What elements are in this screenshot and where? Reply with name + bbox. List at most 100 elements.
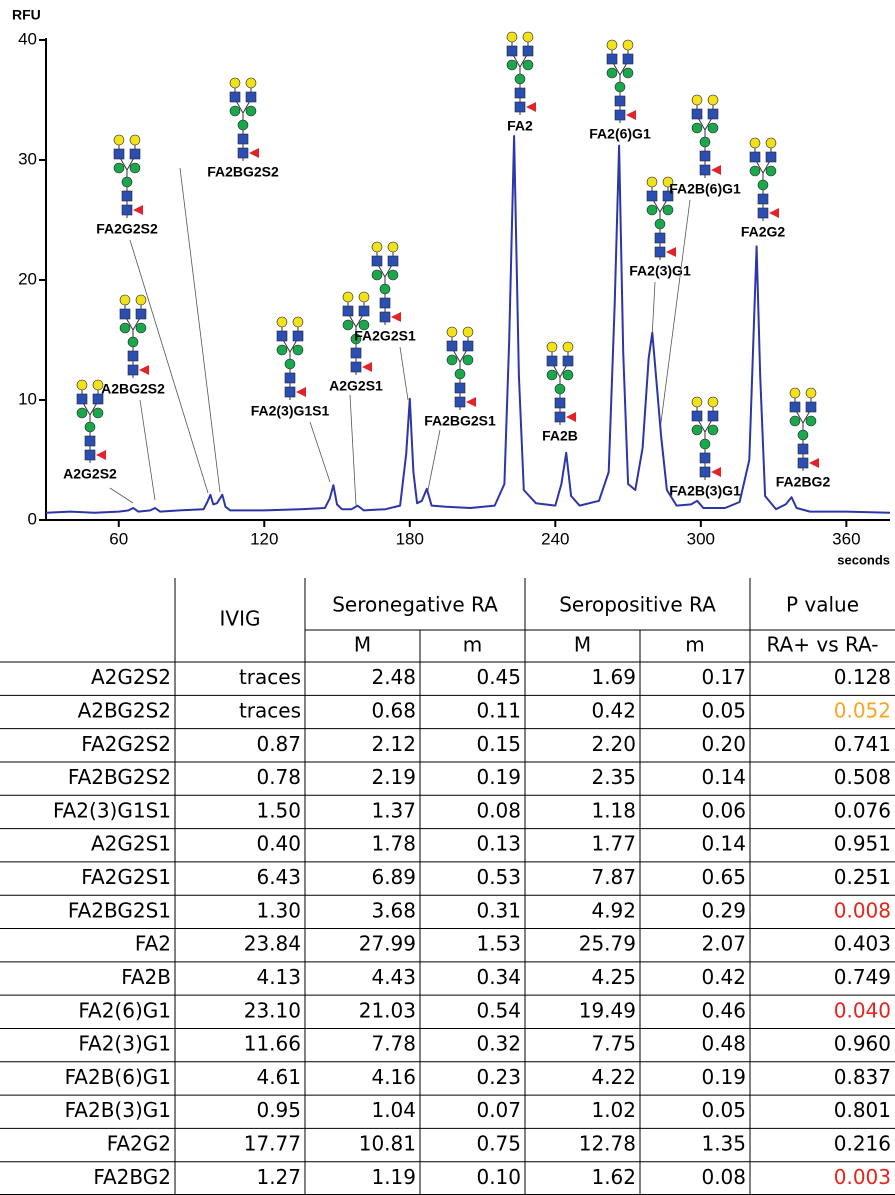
table-cell: 4.16 (371, 1065, 416, 1089)
table-cell: 0.75 (476, 1132, 521, 1156)
table-cell: 1.19 (371, 1165, 416, 1189)
table-cell: FA2G2S2 (81, 732, 171, 756)
table-cell: traces (239, 665, 301, 689)
leader-line (651, 281, 656, 339)
leader-line (309, 421, 331, 483)
glycan-icon (606, 39, 636, 123)
table-cell: RA+ vs RA- (766, 633, 878, 657)
table-cell: Seropositive RA (559, 593, 716, 617)
table-cell: 7.87 (591, 865, 636, 889)
glycan-icon (646, 176, 676, 260)
table-cell: 1.37 (371, 798, 416, 822)
table-cell: 0.951 (834, 832, 891, 856)
y-tick-label: 0 (28, 509, 37, 528)
table-cell: 1.62 (591, 1165, 636, 1189)
table-cell: 2.12 (371, 732, 416, 756)
table-cell: 12.78 (579, 1132, 636, 1156)
glycan-icon (119, 294, 149, 378)
table-cell: 25.79 (579, 932, 636, 956)
table-cell: 0.13 (476, 832, 521, 856)
table-cell: 0.19 (701, 1065, 746, 1089)
leader-line (179, 167, 221, 493)
table-cell: 4.13 (256, 965, 301, 989)
glycan-icon (113, 134, 143, 218)
table-cell: 0.251 (834, 865, 891, 889)
table-cell: 0.749 (834, 965, 891, 989)
leader-line (427, 429, 441, 491)
table-cell: 1.77 (591, 832, 636, 856)
table-cell: FA2G2 (107, 1132, 171, 1156)
table-cell: 0.15 (476, 732, 521, 756)
table-cell: FA2(6)G1 (78, 998, 171, 1022)
table-cell: 7.78 (371, 1032, 416, 1056)
table-cell: FA2B (121, 965, 171, 989)
x-tick-label: 60 (109, 529, 128, 548)
table-cell: m (463, 633, 482, 657)
table-cell: 1.18 (591, 798, 636, 822)
table-cell: 0.45 (476, 665, 521, 689)
glycan-icon (691, 94, 721, 178)
glycan-icon (506, 31, 536, 115)
table-cell: 0.87 (256, 732, 301, 756)
table-cell: 1.50 (256, 798, 301, 822)
x-tick-label: 120 (250, 529, 278, 548)
table-cell: 2.35 (591, 765, 636, 789)
table-cell: 0.741 (834, 732, 891, 756)
table-cell: 1.27 (256, 1165, 301, 1189)
table-cell: 0.34 (476, 965, 521, 989)
table-cell: 27.99 (359, 932, 416, 956)
x-tick-label: 240 (541, 529, 569, 548)
table-cell: 0.95 (256, 1098, 301, 1122)
table-cell: 2.20 (591, 732, 636, 756)
table-cell: M (574, 633, 591, 657)
table-cell: 3.68 (371, 898, 416, 922)
leader-line (109, 487, 134, 504)
table-cell: 21.03 (359, 998, 416, 1022)
table-cell: 4.43 (371, 965, 416, 989)
table-cell: FA2G2S1 (81, 865, 171, 889)
leader-line (399, 346, 409, 401)
table-cell: 0.40 (256, 832, 301, 856)
table-cell: 0.14 (701, 765, 746, 789)
table-cell: FA2BG2S1 (68, 898, 171, 922)
table-cell: 0.508 (834, 765, 891, 789)
table-cell: 23.84 (244, 932, 301, 956)
glycan-icon (749, 137, 779, 221)
table-cell: 2.19 (371, 765, 416, 789)
table-cell: 0.403 (834, 932, 891, 956)
table-cell: traces (239, 698, 301, 722)
table-cell: 0.076 (834, 798, 891, 822)
glycan-icon (446, 326, 476, 410)
table-cell: 0.08 (476, 798, 521, 822)
chromatogram-trace (45, 135, 891, 514)
peak-label: FA2BG2S2 (207, 164, 279, 180)
table-cell: 0.003 (834, 1165, 891, 1189)
peak-label: FA2(3)G1 (629, 263, 691, 279)
x-tick-label: 360 (832, 529, 860, 548)
table-cell: 2.07 (701, 932, 746, 956)
peak-label: A2BG2S2 (101, 381, 165, 397)
glycan-icon (789, 387, 819, 471)
peak-label: FA2G2 (741, 224, 786, 240)
table-cell: 6.43 (256, 865, 301, 889)
y-axis-label: RFU (12, 7, 41, 23)
peak-label: FA2(3)G1S1 (251, 403, 330, 419)
table-cell: FA2(3)G1 (78, 1032, 171, 1056)
peak-label: FA2G2S2 (96, 221, 158, 237)
table-cell: 1.30 (256, 898, 301, 922)
table-cell: 4.61 (256, 1065, 301, 1089)
table-cell: 0.78 (256, 765, 301, 789)
table-cell: 0.14 (701, 832, 746, 856)
table-cell: 4.22 (591, 1065, 636, 1089)
table-cell: 0.05 (701, 698, 746, 722)
table-cell: 0.32 (476, 1032, 521, 1056)
x-tick-label: 300 (687, 529, 715, 548)
glycan-icon (76, 379, 106, 463)
table-cell: 2.48 (371, 665, 416, 689)
table-cell: 6.89 (371, 865, 416, 889)
table-cell: 0.052 (834, 698, 891, 722)
table-cell: FA2B(3)G1 (65, 1098, 171, 1122)
table-cell: 11.66 (244, 1032, 301, 1056)
x-tick-label: 180 (396, 529, 424, 548)
